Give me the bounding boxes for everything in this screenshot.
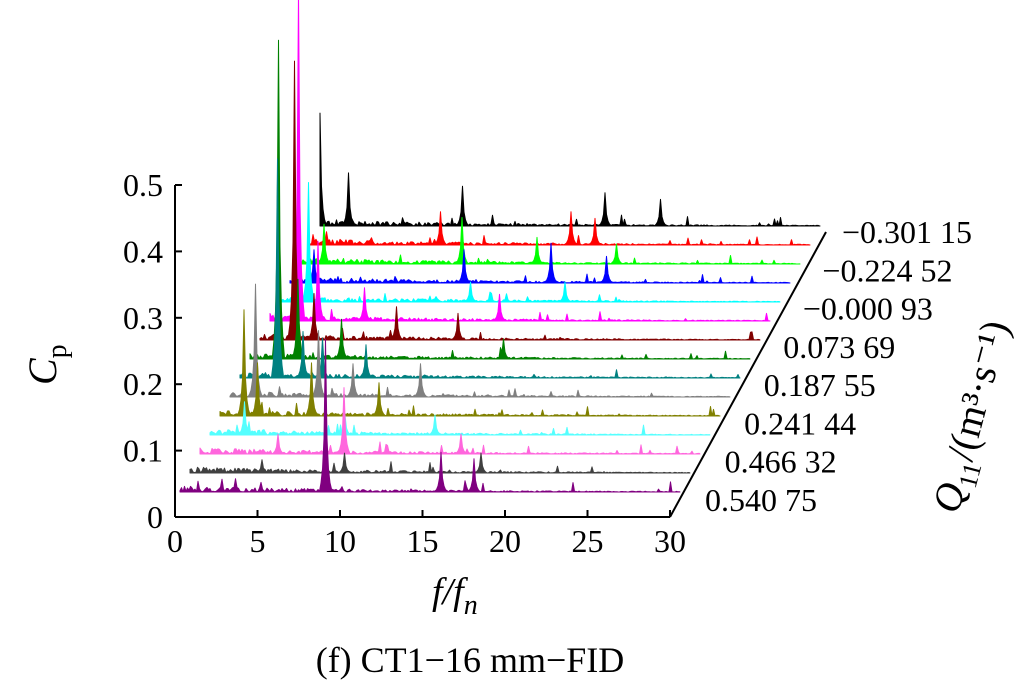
- x-tick-label: 15: [407, 523, 439, 559]
- x-ticks: 0 5 10 15 20 25 30: [167, 510, 686, 559]
- x-axis-label-sub: n: [464, 590, 478, 621]
- x-tick-label: 20: [489, 523, 521, 559]
- series-layer: [179, 0, 821, 493]
- depth-label: 0.540 75: [705, 482, 817, 518]
- y-tick-label: 0: [147, 499, 163, 535]
- depth-label: 0.073 69: [783, 329, 895, 365]
- y-tick-label: 0.1: [123, 433, 163, 469]
- depth-label: −0.000 93: [803, 291, 933, 327]
- y-tick-label: 0.4: [123, 233, 163, 269]
- chart-title: (f) CT1−16 mm−FID: [316, 640, 625, 680]
- x-axis-label-main: f/f: [432, 571, 468, 613]
- spectrum-series: [289, 242, 791, 284]
- spectrum-series: [279, 182, 781, 303]
- spectrum-series: [219, 309, 721, 417]
- spectrum-series: [199, 387, 701, 455]
- depth-axis-label: Q11/(m³·s⁻¹): [923, 316, 1024, 520]
- x-tick-label: 0: [167, 523, 183, 559]
- x-tick-label: 25: [572, 523, 604, 559]
- y-axis-label-sub: p: [42, 344, 73, 358]
- depth-label: 0.466 32: [725, 444, 837, 480]
- x-axis-label: f/fn: [432, 571, 478, 621]
- x-tick-label: 10: [324, 523, 356, 559]
- y-axis-label-main: C: [20, 357, 65, 385]
- depth-labels: 0.540 750.466 320.241 440.187 550.073 69…: [705, 214, 972, 518]
- spectrum-series: [259, 60, 761, 341]
- y-tick-label: 0.2: [123, 366, 163, 402]
- spectrum-series: [309, 211, 811, 246]
- x-tick-label: 30: [654, 523, 686, 559]
- depth-axis-line: [669, 231, 827, 518]
- depth-label: 0.241 44: [744, 405, 856, 441]
- spectrum-series: [319, 112, 821, 227]
- spectrum-series: [239, 158, 741, 379]
- spectrum-series: [209, 401, 711, 436]
- y-axis-label: Cp: [20, 344, 73, 385]
- spectrum-series: [179, 338, 681, 493]
- depth-label: 0.187 55: [764, 367, 876, 403]
- depth-axis-label-unit: /(m³·s⁻¹): [937, 316, 1017, 466]
- y-tick-label: 0.5: [123, 167, 163, 203]
- depth-label: −0.224 52: [822, 252, 952, 288]
- spectrum-series: [269, 0, 771, 322]
- y-tick-label: 0.3: [123, 300, 163, 336]
- x-tick-label: 5: [250, 523, 266, 559]
- spectrum-series: [249, 39, 751, 360]
- depth-label: −0.301 15: [842, 214, 972, 250]
- y-ticks: 0 0.1 0.2 0.3 0.4 0.5: [123, 167, 182, 535]
